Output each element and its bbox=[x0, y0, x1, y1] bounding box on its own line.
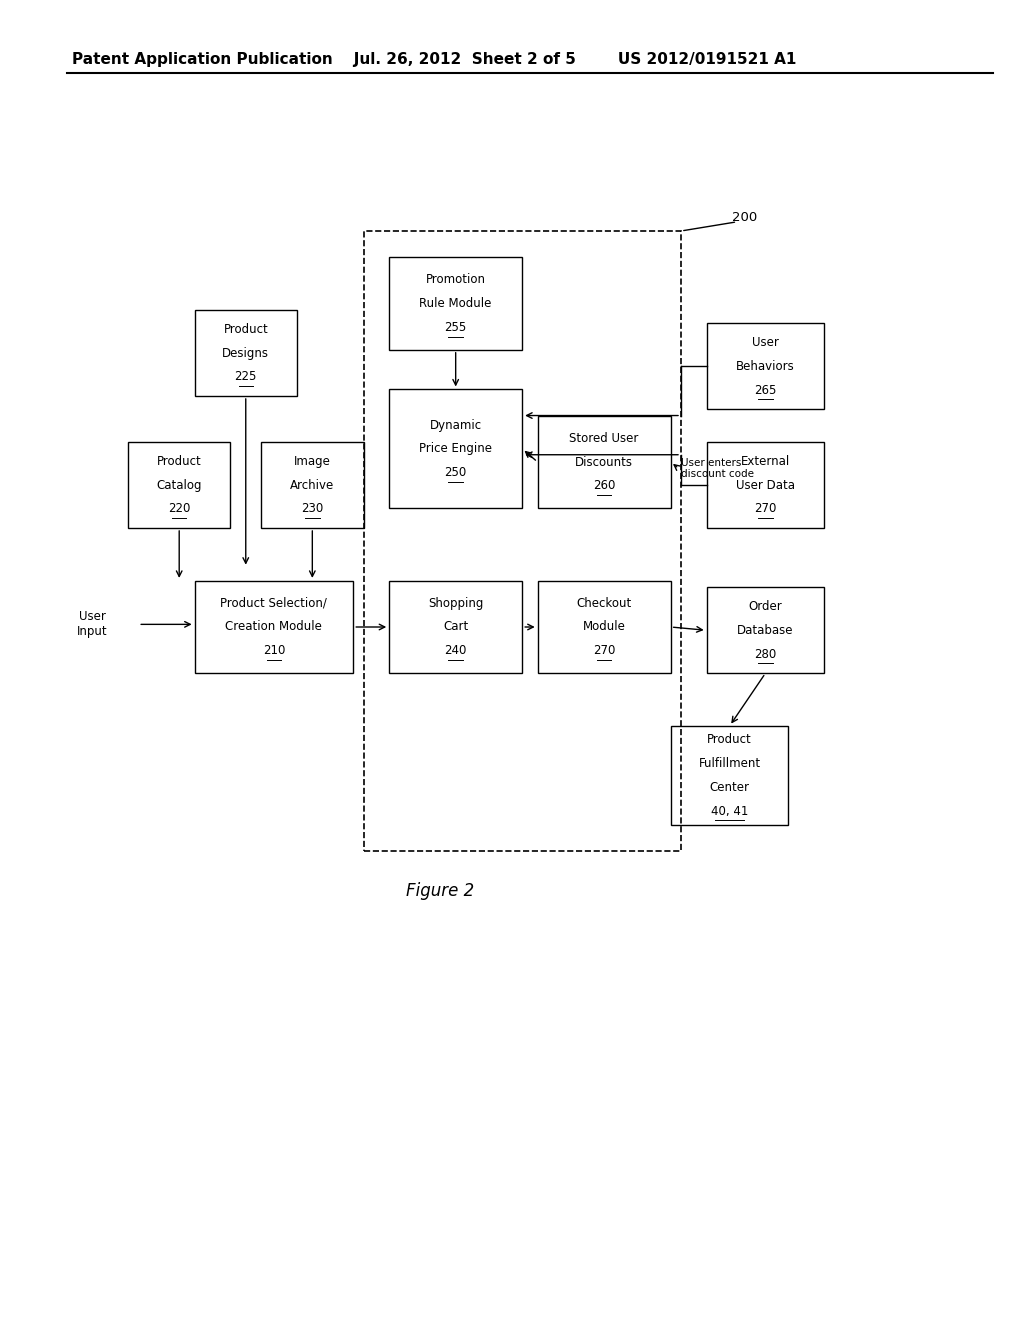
Text: 40, 41: 40, 41 bbox=[711, 805, 749, 817]
Bar bbox=[389, 389, 522, 508]
Text: Figure 2: Figure 2 bbox=[407, 882, 474, 900]
Text: Promotion: Promotion bbox=[426, 273, 485, 286]
Text: 225: 225 bbox=[234, 371, 257, 383]
Bar bbox=[707, 587, 824, 673]
Text: Product: Product bbox=[223, 323, 268, 335]
Text: Rule Module: Rule Module bbox=[420, 297, 492, 310]
Text: 255: 255 bbox=[444, 321, 467, 334]
Text: 240: 240 bbox=[444, 644, 467, 657]
Text: User
Input: User Input bbox=[77, 610, 108, 639]
Text: Price Engine: Price Engine bbox=[419, 442, 493, 455]
Bar bbox=[195, 581, 353, 673]
Bar bbox=[538, 581, 671, 673]
Text: External: External bbox=[740, 455, 791, 467]
Text: Checkout: Checkout bbox=[577, 597, 632, 610]
Bar bbox=[389, 581, 522, 673]
Bar bbox=[707, 323, 824, 409]
Text: Product Selection/: Product Selection/ bbox=[220, 597, 328, 610]
Text: Cart: Cart bbox=[443, 620, 468, 634]
Bar bbox=[364, 231, 681, 851]
Text: Discounts: Discounts bbox=[575, 455, 633, 469]
Text: Behaviors: Behaviors bbox=[736, 360, 795, 372]
Text: 230: 230 bbox=[301, 503, 324, 515]
Text: User Data: User Data bbox=[736, 479, 795, 491]
Text: 260: 260 bbox=[593, 479, 615, 492]
Text: Patent Application Publication    Jul. 26, 2012  Sheet 2 of 5        US 2012/019: Patent Application Publication Jul. 26, … bbox=[72, 51, 796, 67]
Text: 200: 200 bbox=[732, 211, 758, 224]
Text: 270: 270 bbox=[593, 644, 615, 657]
Bar bbox=[195, 310, 297, 396]
Text: Module: Module bbox=[583, 620, 626, 634]
Text: 270: 270 bbox=[755, 503, 776, 515]
Text: Image: Image bbox=[294, 455, 331, 467]
Text: Designs: Designs bbox=[222, 347, 269, 359]
Text: Product: Product bbox=[708, 734, 752, 746]
Text: 265: 265 bbox=[755, 384, 776, 396]
Text: Shopping: Shopping bbox=[428, 597, 483, 610]
Bar bbox=[128, 442, 230, 528]
Bar bbox=[671, 726, 788, 825]
Text: Center: Center bbox=[710, 781, 750, 793]
Text: 210: 210 bbox=[263, 644, 285, 657]
Text: User: User bbox=[752, 337, 779, 348]
Text: 280: 280 bbox=[755, 648, 776, 660]
Text: 250: 250 bbox=[444, 466, 467, 479]
Bar bbox=[538, 416, 671, 508]
Text: Stored User: Stored User bbox=[569, 432, 639, 445]
Bar bbox=[261, 442, 364, 528]
Text: 220: 220 bbox=[168, 503, 190, 515]
Text: Creation Module: Creation Module bbox=[225, 620, 323, 634]
Text: Archive: Archive bbox=[290, 479, 335, 491]
Text: Dynamic: Dynamic bbox=[430, 418, 481, 432]
Bar bbox=[389, 257, 522, 350]
Text: Database: Database bbox=[737, 624, 794, 636]
Text: User enters
discount code: User enters discount code bbox=[681, 458, 754, 479]
Text: Catalog: Catalog bbox=[157, 479, 202, 491]
Text: Fulfillment: Fulfillment bbox=[698, 758, 761, 770]
Text: Order: Order bbox=[749, 601, 782, 612]
Bar bbox=[707, 442, 824, 528]
Text: Product: Product bbox=[157, 455, 202, 467]
